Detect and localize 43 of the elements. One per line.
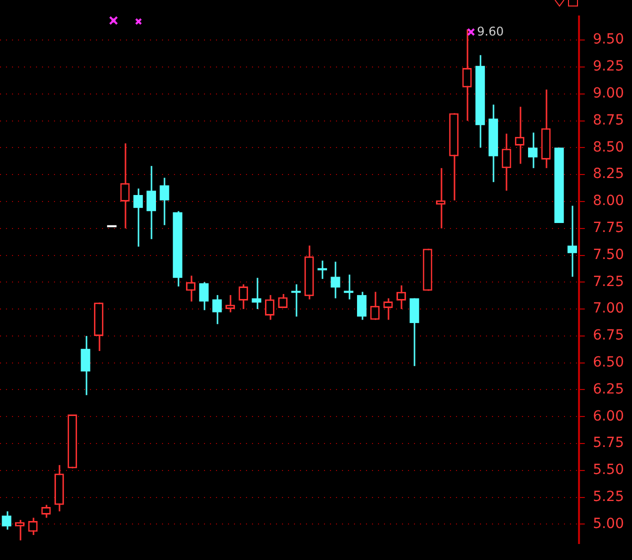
y-tick-label: 8.25 bbox=[592, 166, 624, 182]
candlestick bbox=[120, 142, 130, 230]
y-tick-label: 9.25 bbox=[592, 58, 624, 75]
y-tick-label: 6.00 bbox=[592, 408, 624, 424]
y-tick-label: 9.50 bbox=[592, 32, 624, 48]
candlestick bbox=[199, 281, 209, 311]
y-tick-label: 7.25 bbox=[592, 274, 624, 290]
y-tick-label: 5.00 bbox=[592, 516, 624, 532]
candlestick bbox=[212, 294, 222, 325]
annotation: 9.60 bbox=[477, 24, 504, 38]
candlestick bbox=[133, 188, 143, 248]
candlestick bbox=[330, 260, 340, 300]
candlestick bbox=[252, 277, 262, 310]
y-tick-label: 6.75 bbox=[592, 328, 624, 344]
y-tick-label: 7.00 bbox=[592, 300, 624, 317]
candlestick bbox=[14, 519, 24, 542]
candlestick bbox=[186, 274, 196, 302]
y-tick-label: 5.25 bbox=[592, 488, 624, 505]
y-tick-label: 7.75 bbox=[592, 220, 624, 236]
y-tick-label: 5.75 bbox=[592, 435, 624, 452]
y-tick-label: 6.50 bbox=[592, 354, 624, 370]
y-tick-label: 8.50 bbox=[592, 139, 624, 156]
candlestick bbox=[225, 294, 235, 314]
candlestick bbox=[318, 260, 328, 280]
candlestick bbox=[502, 132, 512, 192]
candlestick bbox=[344, 274, 354, 300]
candlestick bbox=[357, 291, 367, 321]
y-tick-label: 8.00 bbox=[592, 193, 624, 210]
y-tick-label: 6.25 bbox=[592, 381, 624, 398]
candlestick bbox=[462, 28, 472, 122]
candlestick bbox=[146, 165, 156, 240]
candlestick bbox=[568, 205, 577, 278]
candlestick bbox=[383, 298, 393, 321]
candlestick bbox=[528, 132, 538, 169]
y-tick-label: 7.50 bbox=[592, 246, 624, 263]
candlestick bbox=[160, 177, 170, 226]
candlestick bbox=[514, 106, 524, 165]
candlestick bbox=[2, 510, 12, 530]
y-tick-label: 5.50 bbox=[592, 462, 624, 478]
candlestick bbox=[80, 335, 90, 396]
y-tick-label: 9.00 bbox=[592, 86, 624, 102]
candlestick bbox=[264, 294, 274, 321]
y-tick-label: 8.75 bbox=[592, 112, 624, 128]
